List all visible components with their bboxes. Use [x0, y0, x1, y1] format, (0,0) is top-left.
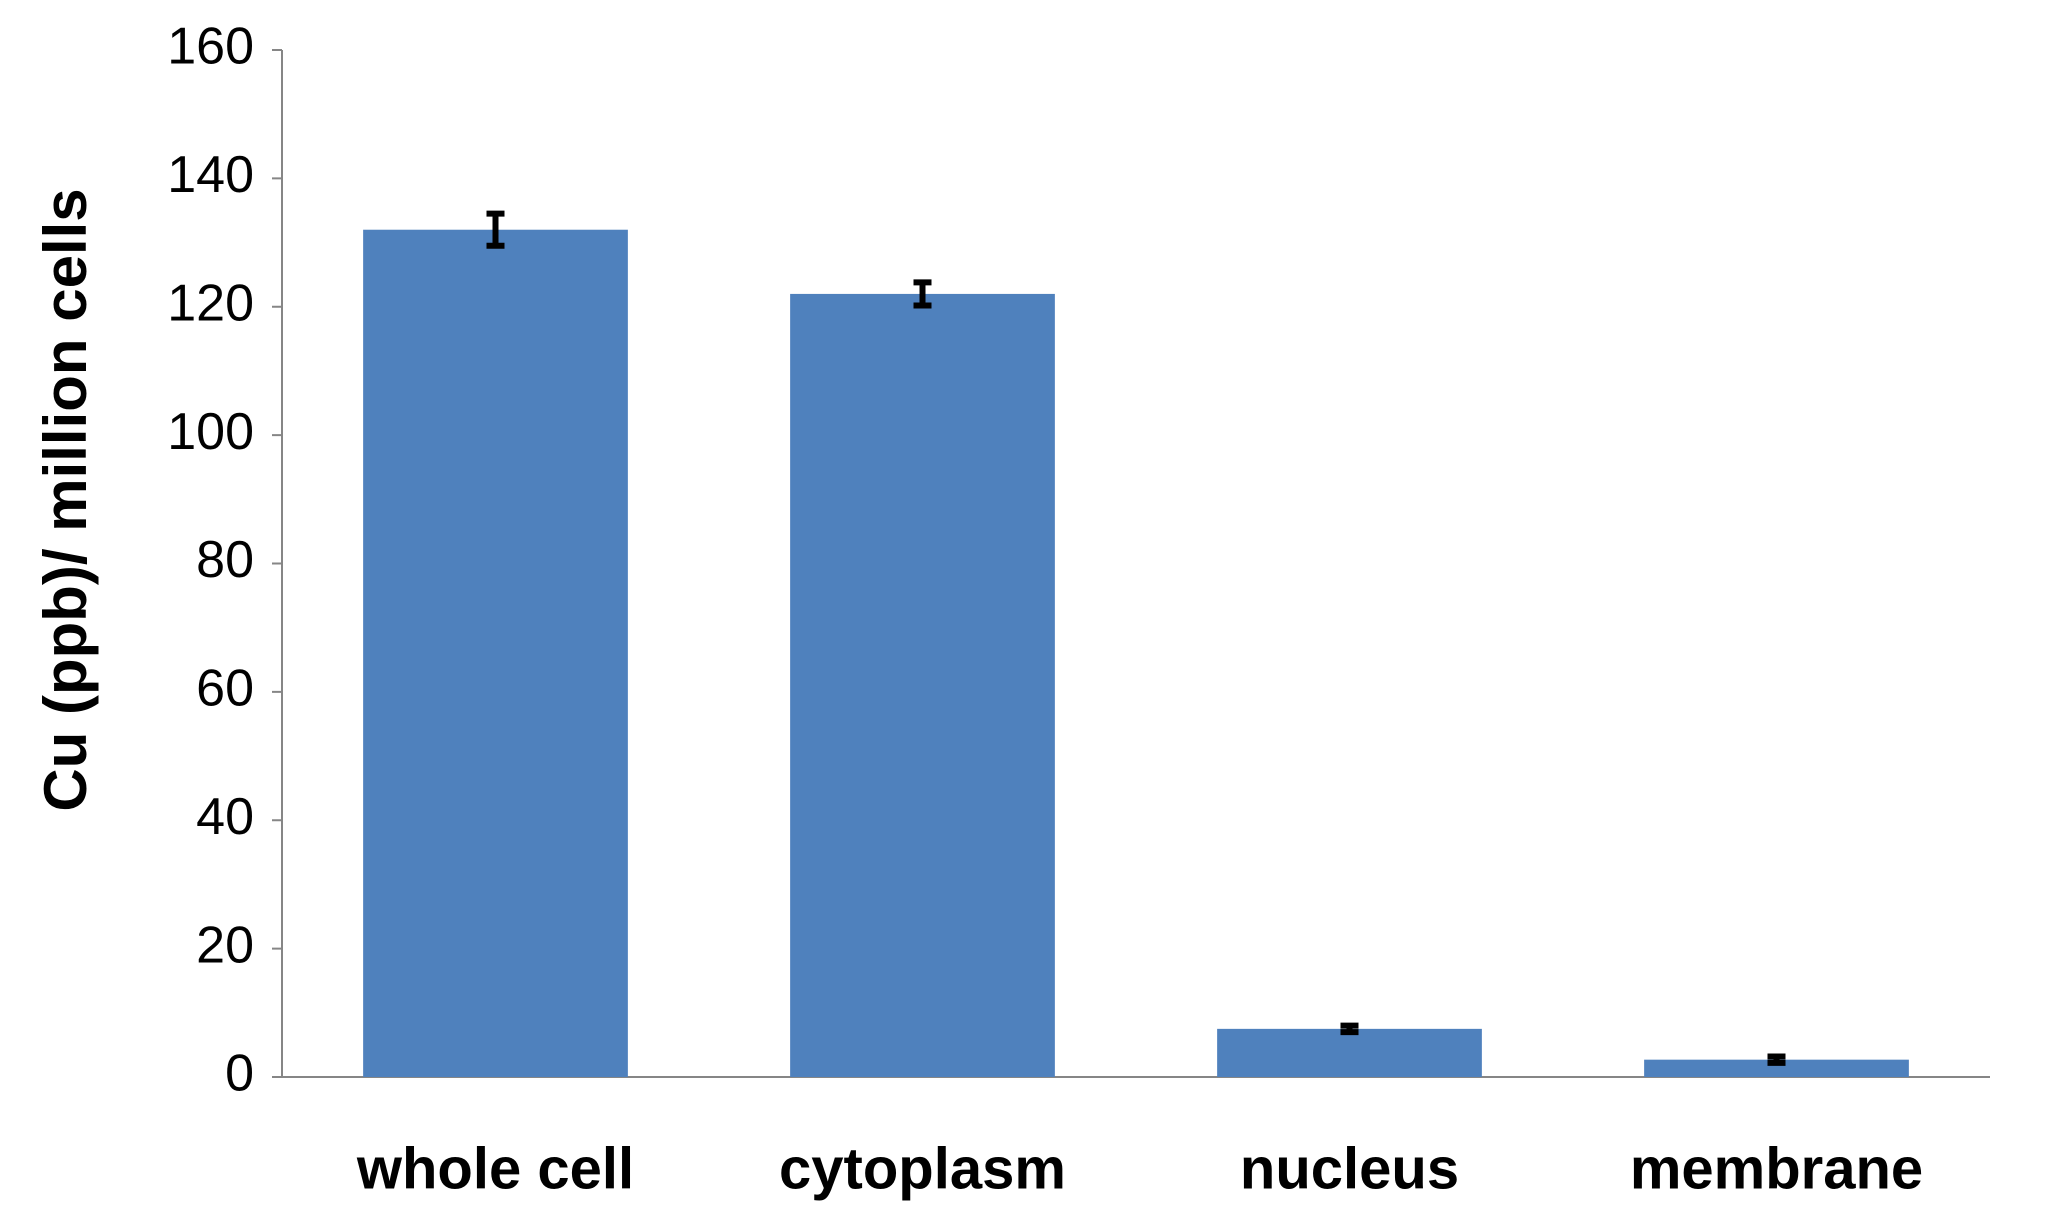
y-tick-label: 160: [167, 18, 254, 76]
error-bar: [913, 279, 932, 309]
y-axis-title: Cu (ppb)/ million cells: [32, 188, 99, 811]
x-tick-label: cytoplasm: [779, 1136, 1066, 1201]
y-tick-label: 100: [167, 403, 254, 461]
y-tick-label: 120: [167, 274, 254, 332]
bar: [363, 229, 628, 1078]
error-bar: [1340, 1022, 1359, 1036]
y-tick-label: 140: [167, 146, 254, 204]
bar: [1217, 1028, 1482, 1077]
y-tick-label: 0: [225, 1045, 254, 1103]
y-tick-label: 80: [196, 531, 254, 589]
y-tick-label: 20: [196, 916, 254, 974]
x-tick-label: membrane: [1630, 1136, 1923, 1201]
y-tick-label: 60: [196, 660, 254, 718]
bar: [790, 293, 1055, 1078]
x-tick-label: whole cell: [356, 1136, 634, 1201]
x-tick-label: nucleus: [1240, 1136, 1459, 1201]
y-tick-label: 40: [196, 788, 254, 846]
error-bar: [486, 210, 505, 249]
bar: [1644, 1059, 1909, 1077]
error-bar: [1767, 1053, 1786, 1066]
